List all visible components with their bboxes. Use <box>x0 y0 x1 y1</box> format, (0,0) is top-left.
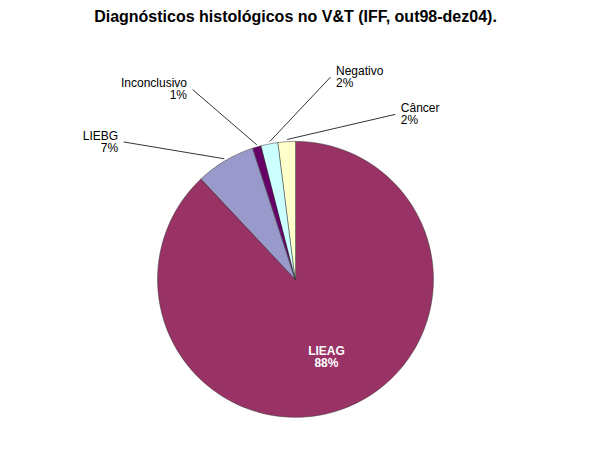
svg-text:Inconclusivo1%: Inconclusivo1% <box>121 76 187 102</box>
html-text:Diagnósticos histológicos no V: Diagnósticos histológicos no V&T (IFF, o… <box>94 8 497 25</box>
svg-text:Negativo2%: Negativo2% <box>336 64 384 90</box>
svg-text:Câncer2%: Câncer2% <box>401 101 440 127</box>
svg-text:LIEAG88%: LIEAG88% <box>308 344 345 370</box>
svg-text:LIEBG7%: LIEBG7% <box>83 129 119 155</box>
